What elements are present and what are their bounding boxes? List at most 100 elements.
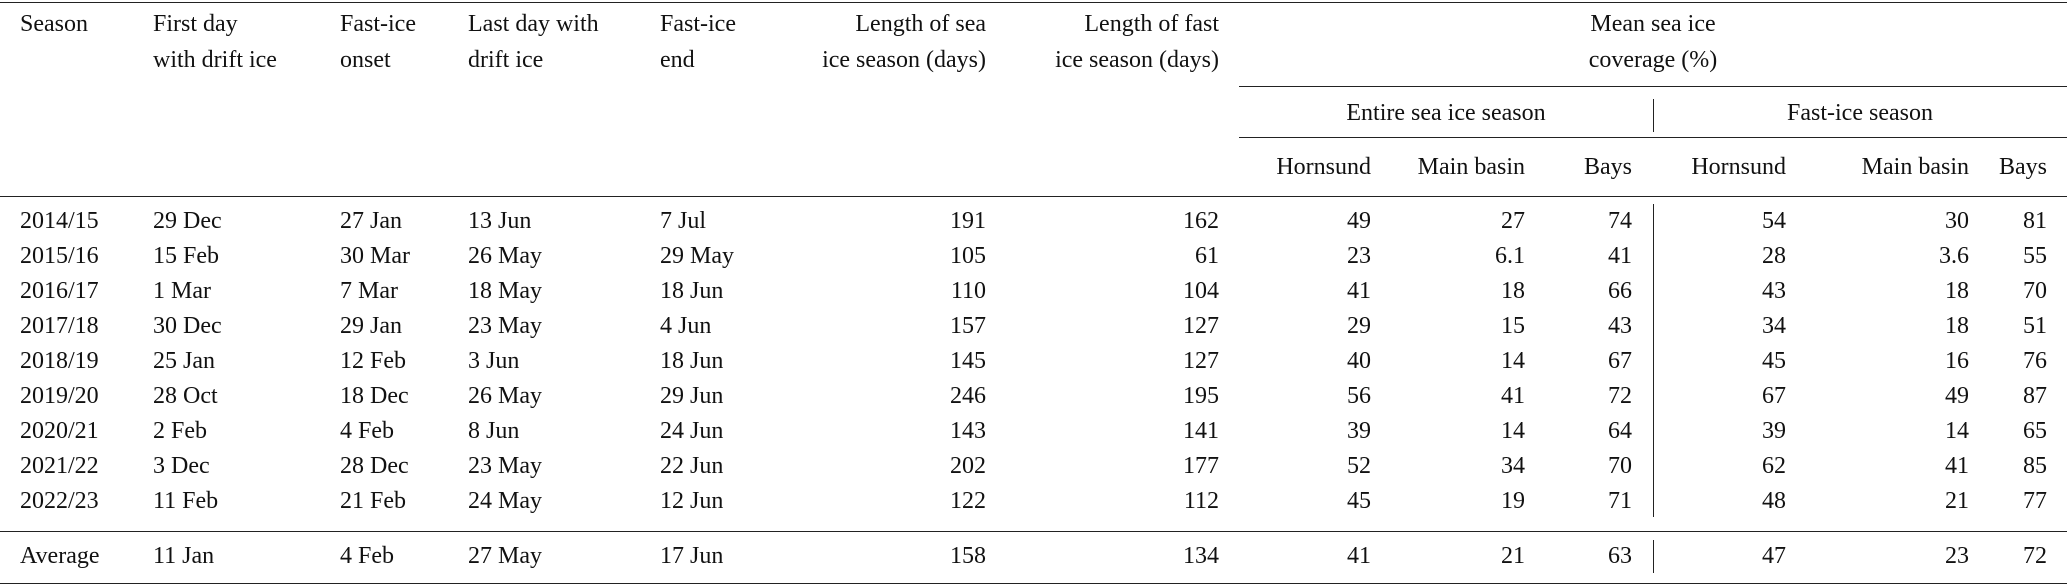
cell: 21 Feb xyxy=(340,487,406,514)
cell: 74 xyxy=(1608,207,1632,234)
cell: 104 xyxy=(1183,277,1219,304)
cell: 85 xyxy=(2023,452,2047,479)
cell: 29 Jan xyxy=(340,312,402,339)
cell: 30 Mar xyxy=(340,242,410,269)
cell: 3 Jun xyxy=(468,347,520,374)
cell: 49 xyxy=(1945,382,1969,409)
cell: 141 xyxy=(1183,417,1219,444)
cell: 13 Jun xyxy=(468,207,532,234)
cell: 14 xyxy=(1501,347,1525,374)
cell: 87 xyxy=(2023,382,2047,409)
cell: 66 xyxy=(1608,277,1632,304)
cell: 195 xyxy=(1183,382,1219,409)
cell: 18 xyxy=(1945,312,1969,339)
cell: 61 xyxy=(1195,242,1219,269)
cell: 29 Dec xyxy=(153,207,222,234)
cell: 110 xyxy=(950,277,986,304)
cell: 49 xyxy=(1347,207,1371,234)
cell: 3 Dec xyxy=(153,452,210,479)
cell: 6.1 xyxy=(1495,242,1525,269)
subcolumn-header: Bays xyxy=(1584,153,1632,180)
cell: 28 xyxy=(1762,242,1786,269)
cell: 65 xyxy=(2023,417,2047,444)
cell: 2015/16 xyxy=(20,242,99,269)
cell: 177 xyxy=(1183,452,1219,479)
divider xyxy=(1653,540,1654,573)
cell: 7 Mar xyxy=(340,277,398,304)
average-cell: 17 Jun xyxy=(660,542,724,569)
cell: 2020/21 xyxy=(20,417,99,444)
divider xyxy=(1653,99,1654,132)
divider xyxy=(1653,204,1654,517)
subcolumn-header: Hornsund xyxy=(1276,153,1371,180)
cell: 2022/23 xyxy=(20,487,99,514)
cell: 55 xyxy=(2023,242,2047,269)
cell: 23 xyxy=(1347,242,1371,269)
cell: 39 xyxy=(1762,417,1786,444)
cell: 2 Feb xyxy=(153,417,207,444)
rule xyxy=(0,2,2067,3)
cell: 26 May xyxy=(468,382,542,409)
cell: 25 Jan xyxy=(153,347,215,374)
rule xyxy=(1239,86,2067,87)
cell: 29 May xyxy=(660,242,734,269)
cell: 21 xyxy=(1945,487,1969,514)
cell: 34 xyxy=(1501,452,1525,479)
average-cell: 158 xyxy=(950,542,986,569)
column-header: Fast-ice onset xyxy=(340,11,416,73)
cell: 18 Jun xyxy=(660,347,724,374)
cell: 1 Mar xyxy=(153,277,211,304)
cell: 14 xyxy=(1501,417,1525,444)
cell: 72 xyxy=(1608,382,1632,409)
cell: 122 xyxy=(950,487,986,514)
cell: 39 xyxy=(1347,417,1371,444)
cell: 191 xyxy=(950,207,986,234)
average-cell: 134 xyxy=(1183,542,1219,569)
cell: 29 xyxy=(1347,312,1371,339)
cell: 19 xyxy=(1501,487,1525,514)
cell: 18 xyxy=(1945,277,1969,304)
subcolumn-header: Main basin xyxy=(1417,153,1525,180)
cell: 81 xyxy=(2023,207,2047,234)
cell: 30 Dec xyxy=(153,312,222,339)
cell: 18 Jun xyxy=(660,277,724,304)
cell: 15 xyxy=(1501,312,1525,339)
average-cell: 72 xyxy=(2023,542,2047,569)
cell: 67 xyxy=(1608,347,1632,374)
cell: 202 xyxy=(950,452,986,479)
cell: 2016/17 xyxy=(20,277,99,304)
cell: 71 xyxy=(1608,487,1632,514)
rule xyxy=(0,196,2067,197)
cell: 12 Feb xyxy=(340,347,406,374)
cell: 127 xyxy=(1183,312,1219,339)
cell: 54 xyxy=(1762,207,1786,234)
cell: 18 Dec xyxy=(340,382,409,409)
column-header: Fast-ice end xyxy=(660,11,736,73)
cell: 27 Jan xyxy=(340,207,402,234)
cell: 105 xyxy=(950,242,986,269)
cell: 16 xyxy=(1945,347,1969,374)
cell: 67 xyxy=(1762,382,1786,409)
cell: 24 Jun xyxy=(660,417,724,444)
cell: 4 Feb xyxy=(340,417,394,444)
cell: 162 xyxy=(1183,207,1219,234)
cell: 18 xyxy=(1501,277,1525,304)
cell: 27 xyxy=(1501,207,1525,234)
rule xyxy=(0,583,2067,584)
cell: 40 xyxy=(1347,347,1371,374)
column-header: Last day with drift ice xyxy=(468,11,599,73)
cell: 3.6 xyxy=(1939,242,1969,269)
cell: 23 May xyxy=(468,312,542,339)
cell: 76 xyxy=(2023,347,2047,374)
cell: 56 xyxy=(1347,382,1371,409)
cell: 18 May xyxy=(468,277,542,304)
cell: 43 xyxy=(1762,277,1786,304)
cell: 41 xyxy=(1501,382,1525,409)
cell: 41 xyxy=(1608,242,1632,269)
cell: 62 xyxy=(1762,452,1786,479)
column-header: Length of fast ice season (days) xyxy=(1055,11,1219,73)
cell: 43 xyxy=(1608,312,1632,339)
subcolumn-header: Main basin xyxy=(1861,153,1969,180)
group-header: Mean sea ice coverage (%) xyxy=(1588,11,1718,73)
column-header: Length of sea ice season (days) xyxy=(822,11,986,73)
